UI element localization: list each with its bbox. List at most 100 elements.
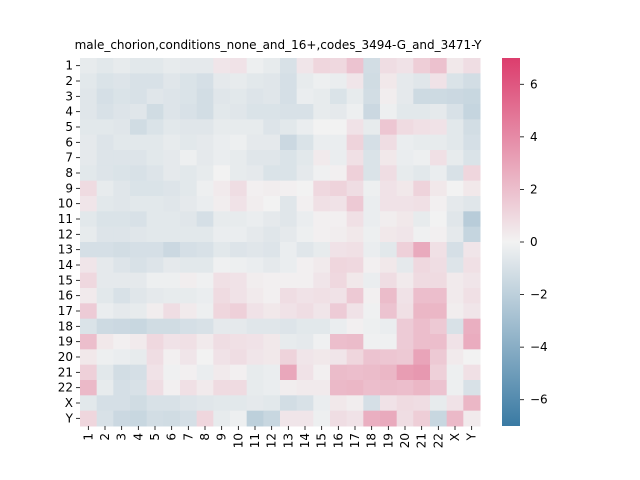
heatmap-cell <box>413 395 431 412</box>
heatmap-cell <box>396 104 414 120</box>
heatmap-cell <box>230 364 248 381</box>
heatmap-cell <box>313 334 331 350</box>
heatmap-cell <box>130 211 148 228</box>
y-tick-label: 1 <box>65 59 73 73</box>
x-tick-label: 4 <box>131 433 145 441</box>
heatmap-cell <box>113 364 131 381</box>
heatmap-cell <box>330 226 348 243</box>
heatmap-cell <box>80 150 98 166</box>
y-tick-label: 19 <box>58 335 73 349</box>
heatmap-cell <box>446 165 464 182</box>
heatmap-cell <box>396 272 414 289</box>
heatmap-cells <box>80 58 481 427</box>
colorbar-tick-label: −4 <box>530 340 548 354</box>
heatmap-cell <box>346 334 364 350</box>
heatmap-cell <box>313 395 331 412</box>
heatmap-cell <box>463 211 481 228</box>
heatmap-cell <box>230 104 248 120</box>
heatmap-cell <box>113 288 131 304</box>
y-tick-label: 3 <box>65 89 73 103</box>
heatmap-cell <box>313 104 331 120</box>
heatmap-cell <box>163 165 181 182</box>
heatmap-cell <box>113 380 131 396</box>
heatmap-cell <box>113 257 131 274</box>
heatmap-cell <box>146 395 164 412</box>
heatmap-cell <box>313 349 331 366</box>
heatmap-cell <box>396 380 414 396</box>
heatmap-cell <box>330 303 348 320</box>
heatmap-cell <box>96 349 114 366</box>
heatmap-cell <box>113 242 131 258</box>
heatmap-cell <box>96 58 114 74</box>
heatmap-cell <box>80 380 98 396</box>
heatmap-cell <box>463 226 481 243</box>
heatmap-cell <box>230 88 248 105</box>
heatmap-cell <box>380 257 398 274</box>
heatmap-cell <box>363 226 381 243</box>
y-tick-label: 20 <box>58 350 73 364</box>
heatmap-cell <box>280 318 298 335</box>
heatmap-cell <box>213 58 231 74</box>
heatmap-cell <box>113 318 131 335</box>
heatmap-cell <box>263 334 281 350</box>
heatmap-cell <box>246 410 264 427</box>
heatmap-cell <box>430 150 448 166</box>
heatmap-cell <box>413 410 431 427</box>
heatmap-cell <box>330 349 348 366</box>
heatmap-cell <box>130 88 148 105</box>
heatmap-cell <box>296 88 314 105</box>
heatmap-cell <box>380 88 398 105</box>
heatmap-cell <box>263 410 281 427</box>
heatmap-cell <box>446 288 464 304</box>
heatmap-cell <box>380 180 398 197</box>
heatmap-cell <box>430 73 448 90</box>
heatmap-cell <box>463 334 481 350</box>
heatmap-cell <box>296 303 314 320</box>
heatmap-cell <box>146 165 164 182</box>
heatmap-cell <box>246 226 264 243</box>
heatmap-cell <box>96 211 114 228</box>
heatmap-cell <box>80 272 98 289</box>
x-tick-label: 11 <box>248 433 262 448</box>
heatmap-cell <box>396 226 414 243</box>
heatmap-cell <box>296 119 314 136</box>
heatmap-cell <box>380 318 398 335</box>
heatmap-cell <box>330 119 348 136</box>
heatmap-cell <box>313 150 331 166</box>
heatmap-cell <box>213 180 231 197</box>
heatmap-cell <box>446 196 464 212</box>
y-tick-label: 21 <box>58 365 73 379</box>
heatmap-cell <box>180 410 198 427</box>
heatmap-cell <box>80 104 98 120</box>
heatmap-cell <box>130 318 148 335</box>
heatmap-cell <box>430 134 448 151</box>
heatmap-cell <box>146 257 164 274</box>
heatmap-cell <box>180 272 198 289</box>
heatmap-cell <box>246 380 264 396</box>
heatmap-cell <box>163 150 181 166</box>
heatmap-cell <box>163 119 181 136</box>
x-tick-label: 14 <box>298 433 312 448</box>
colorbar-tick-label: 4 <box>530 130 538 144</box>
heatmap-cell <box>80 410 98 427</box>
heatmap-cell <box>280 88 298 105</box>
heatmap-cell <box>180 380 198 396</box>
heatmap-cell <box>196 364 214 381</box>
y-tick-label: 16 <box>58 289 73 303</box>
heatmap-cell <box>380 58 398 74</box>
heatmap-cell <box>213 288 231 304</box>
heatmap-cell <box>263 104 281 120</box>
heatmap-cell <box>313 303 331 320</box>
heatmap-cell <box>446 73 464 90</box>
heatmap-cell <box>396 134 414 151</box>
heatmap-cell <box>213 211 231 228</box>
heatmap-cell <box>130 395 148 412</box>
heatmap-cell <box>296 395 314 412</box>
heatmap-cell <box>313 380 331 396</box>
heatmap-cell <box>146 134 164 151</box>
heatmap-cell <box>296 334 314 350</box>
heatmap-cell <box>446 226 464 243</box>
heatmap-cell <box>330 395 348 412</box>
y-tick-label: 12 <box>58 227 73 241</box>
